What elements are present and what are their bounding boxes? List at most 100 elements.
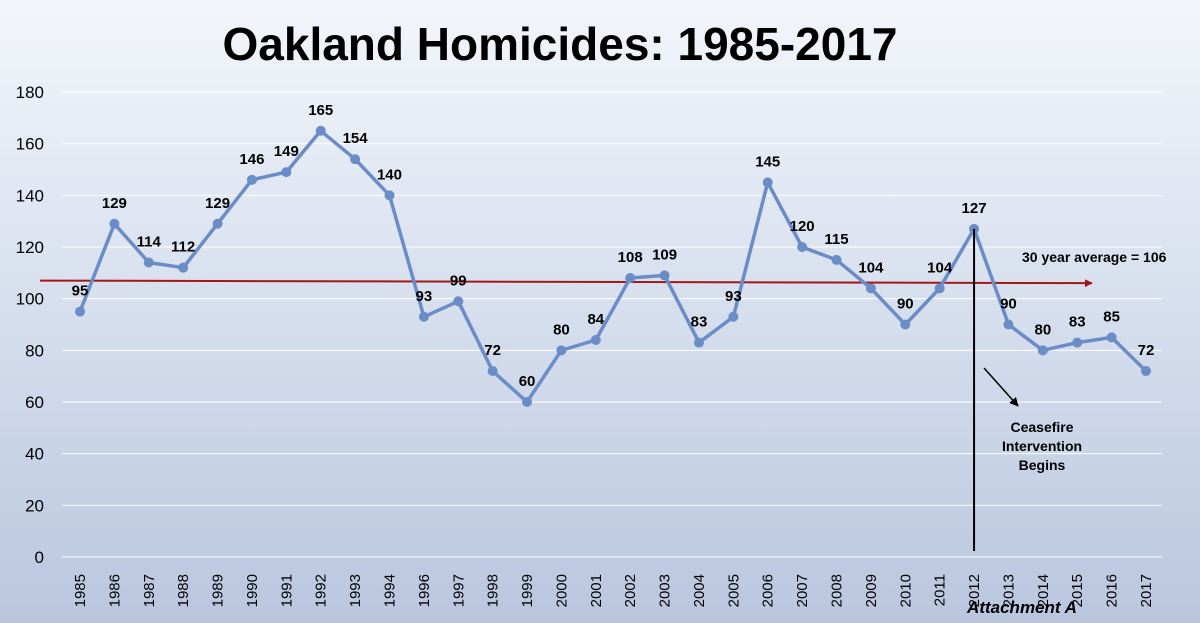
x-tick-label: 2006 <box>760 574 777 607</box>
x-tick-label: 1991 <box>278 574 295 607</box>
data-label: 83 <box>1069 314 1086 331</box>
data-label: 112 <box>171 239 195 256</box>
data-label: 80 <box>553 321 570 338</box>
data-label: 72 <box>484 342 501 359</box>
data-label: 104 <box>858 259 884 276</box>
data-point <box>246 174 257 185</box>
chart-title: Oakland Homicides: 1985-2017 <box>223 18 898 70</box>
x-tick-label: 1997 <box>450 574 467 607</box>
data-label: 149 <box>274 143 299 160</box>
intervention-arrow <box>983 367 1019 407</box>
x-tick-label: 2008 <box>829 574 846 607</box>
x-tick-label: 2012 <box>966 574 983 607</box>
data-label: 114 <box>137 234 162 251</box>
data-point <box>659 270 670 281</box>
x-tick-label: 1988 <box>175 574 192 607</box>
data-point <box>556 345 567 356</box>
data-labels: 95 129 114 112 129 146 149 165 154 140 93 99 72 60 80 8… <box>72 102 1155 390</box>
data-label: 109 <box>652 246 677 263</box>
data-point <box>728 311 739 322</box>
data-label: 84 <box>587 311 604 328</box>
y-tick-label: 0 <box>35 548 44 567</box>
data-point <box>831 254 842 265</box>
data-label: 95 <box>72 283 89 300</box>
x-tick-label: 1998 <box>485 574 502 607</box>
y-tick-label: 20 <box>25 496 44 515</box>
x-tick-label: 2001 <box>588 574 605 607</box>
data-label: 129 <box>102 195 127 212</box>
x-tick-label: 2000 <box>553 574 570 607</box>
x-tick-label: 1985 <box>72 574 89 607</box>
intervention-text: Ceasefire <box>1010 419 1073 435</box>
data-label: 83 <box>691 314 708 331</box>
x-tick-label: 1990 <box>244 574 261 607</box>
data-point <box>418 311 429 322</box>
data-point <box>693 337 704 348</box>
data-label: 85 <box>1103 308 1120 325</box>
x-tick-label: 2016 <box>1104 574 1121 607</box>
average-label: 30 year average = 106 <box>1022 249 1167 265</box>
data-point <box>350 154 361 165</box>
data-label: 90 <box>1000 296 1017 313</box>
average-line-group: 30 year average = 106 <box>39 249 1167 288</box>
data-label: 120 <box>790 218 815 235</box>
data-point <box>625 273 636 283</box>
data-point <box>1037 345 1048 356</box>
data-label: 140 <box>377 166 402 183</box>
data-point <box>315 125 326 136</box>
y-tick-label: 100 <box>16 290 44 309</box>
x-tick-label: 2009 <box>863 574 880 607</box>
x-tick-label: 2014 <box>1035 574 1052 607</box>
average-line <box>39 279 1093 288</box>
data-label: 90 <box>897 296 914 313</box>
data-label: 93 <box>416 288 433 305</box>
y-tick-label: 120 <box>16 238 44 257</box>
x-tick-label: 2005 <box>725 574 742 607</box>
series-homicides <box>75 125 1151 407</box>
data-point <box>1072 337 1083 348</box>
data-point <box>865 283 876 294</box>
data-label: 93 <box>725 288 742 305</box>
x-tick-label: 2015 <box>1069 574 1086 607</box>
x-tick-label: 2003 <box>657 574 674 607</box>
data-point <box>1003 319 1014 330</box>
data-label: 145 <box>755 153 780 170</box>
y-tick-label: 80 <box>25 341 44 360</box>
data-point <box>281 167 292 178</box>
x-tick-label: 2002 <box>622 574 639 607</box>
data-label: 115 <box>824 231 848 248</box>
x-tick-label: 2017 <box>1138 574 1155 607</box>
x-tick-label: 1996 <box>416 574 433 607</box>
data-label: 99 <box>450 272 467 289</box>
data-point <box>453 296 464 307</box>
data-point <box>797 242 808 252</box>
y-tick-label: 60 <box>25 393 44 412</box>
data-point <box>384 190 395 201</box>
intervention-text: Begins <box>1019 457 1066 473</box>
data-point <box>143 257 154 268</box>
y-tick-label: 160 <box>16 135 44 154</box>
x-tick-label: 2013 <box>1000 574 1017 607</box>
data-point <box>762 177 773 188</box>
x-tick-label: 1989 <box>210 574 227 607</box>
y-axis: 0 20 40 60 80 100 120 140 160 180 <box>16 83 44 567</box>
data-point <box>522 397 533 407</box>
series-line <box>78 129 1148 404</box>
data-label: 80 <box>1034 321 1051 338</box>
data-point <box>109 218 120 229</box>
data-point <box>934 283 945 294</box>
data-point <box>590 335 601 345</box>
gridlines <box>62 91 1162 558</box>
data-label: 108 <box>618 249 643 266</box>
data-label: 104 <box>927 259 953 276</box>
data-point <box>75 306 85 317</box>
attachment-note: Attachment A <box>966 598 1077 617</box>
data-label: 72 <box>1138 342 1155 359</box>
y-tick-label: 140 <box>16 186 44 205</box>
data-label: 129 <box>205 195 230 212</box>
x-tick-label: 1992 <box>313 574 330 607</box>
data-point <box>212 218 223 229</box>
data-point <box>1141 366 1151 376</box>
data-label: 127 <box>962 200 987 217</box>
